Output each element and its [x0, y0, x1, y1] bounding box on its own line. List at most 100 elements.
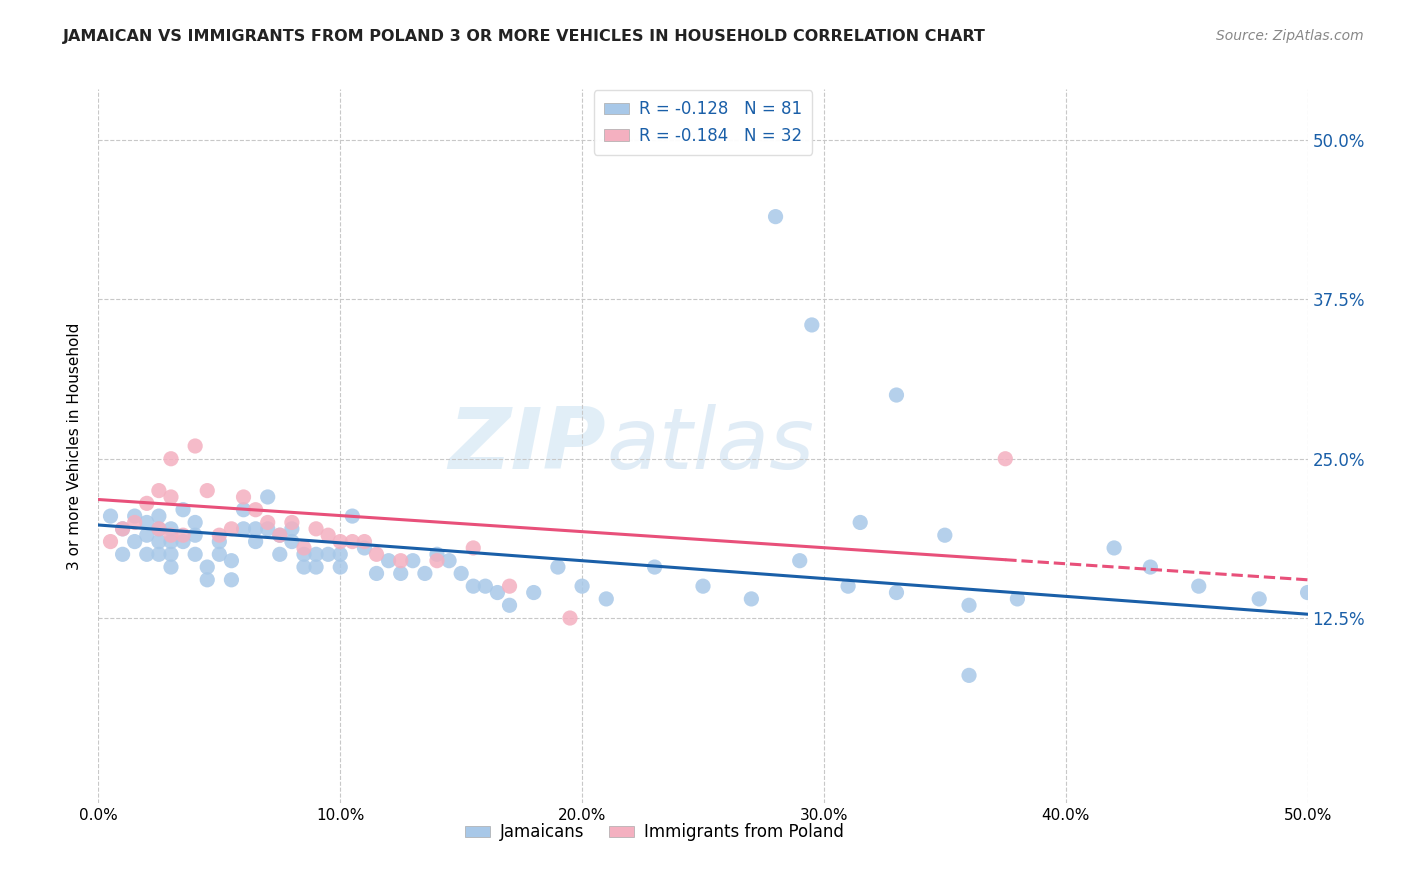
Point — [474, 579, 496, 593]
Point — [316, 547, 339, 561]
Point — [124, 516, 146, 530]
Point — [148, 509, 170, 524]
Point — [994, 451, 1017, 466]
Y-axis label: 3 or more Vehicles in Household: 3 or more Vehicles in Household — [67, 322, 83, 570]
Point — [1249, 591, 1271, 606]
Point — [740, 591, 762, 606]
Point — [269, 528, 291, 542]
Point — [221, 573, 243, 587]
Point — [486, 585, 509, 599]
Point — [100, 534, 122, 549]
Point — [111, 547, 134, 561]
Point — [160, 528, 183, 542]
Point — [558, 611, 581, 625]
Point — [413, 566, 436, 581]
Point — [195, 560, 218, 574]
Point — [389, 566, 412, 581]
Point — [498, 579, 520, 593]
Point — [437, 554, 460, 568]
Point — [547, 560, 569, 574]
Point — [1188, 579, 1211, 593]
Point — [595, 591, 617, 606]
Point — [111, 522, 134, 536]
Point — [135, 547, 157, 561]
Point — [426, 554, 449, 568]
Point — [221, 522, 243, 536]
Point — [195, 483, 218, 498]
Point — [849, 516, 872, 530]
Point — [124, 509, 146, 524]
Text: atlas: atlas — [606, 404, 814, 488]
Point — [245, 522, 267, 536]
Point — [329, 560, 352, 574]
Legend: Jamaicans, Immigrants from Poland: Jamaicans, Immigrants from Poland — [458, 817, 851, 848]
Point — [160, 534, 183, 549]
Point — [148, 483, 170, 498]
Point — [1139, 560, 1161, 574]
Point — [402, 554, 425, 568]
Point — [934, 528, 956, 542]
Point — [256, 522, 278, 536]
Text: Source: ZipAtlas.com: Source: ZipAtlas.com — [1216, 29, 1364, 43]
Point — [184, 439, 207, 453]
Point — [281, 522, 304, 536]
Point — [329, 534, 352, 549]
Point — [305, 522, 328, 536]
Point — [269, 528, 291, 542]
Point — [1296, 585, 1319, 599]
Point — [463, 541, 485, 555]
Point — [124, 534, 146, 549]
Point — [800, 318, 823, 332]
Point — [172, 534, 194, 549]
Point — [172, 502, 194, 516]
Point — [366, 547, 388, 561]
Point — [377, 554, 399, 568]
Point — [765, 210, 787, 224]
Point — [135, 528, 157, 542]
Point — [837, 579, 859, 593]
Point — [523, 585, 546, 599]
Point — [342, 509, 364, 524]
Point — [450, 566, 472, 581]
Point — [148, 534, 170, 549]
Point — [957, 599, 980, 613]
Point — [232, 522, 254, 536]
Point — [305, 560, 328, 574]
Point — [256, 516, 278, 530]
Point — [353, 541, 375, 555]
Point — [281, 516, 304, 530]
Point — [245, 534, 267, 549]
Point — [208, 547, 231, 561]
Point — [886, 388, 908, 402]
Point — [366, 566, 388, 581]
Point — [245, 502, 267, 516]
Point — [160, 560, 183, 574]
Point — [329, 547, 352, 561]
Point — [195, 573, 218, 587]
Point — [463, 579, 485, 593]
Point — [148, 547, 170, 561]
Point — [232, 502, 254, 516]
Point — [184, 547, 207, 561]
Point — [886, 585, 908, 599]
Point — [232, 490, 254, 504]
Point — [644, 560, 666, 574]
Point — [1007, 591, 1029, 606]
Point — [957, 668, 980, 682]
Point — [389, 554, 412, 568]
Point — [208, 528, 231, 542]
Point — [135, 496, 157, 510]
Text: ZIP: ZIP — [449, 404, 606, 488]
Point — [292, 541, 315, 555]
Point — [342, 534, 364, 549]
Point — [160, 451, 183, 466]
Point — [292, 547, 315, 561]
Point — [221, 554, 243, 568]
Point — [269, 547, 291, 561]
Point — [208, 534, 231, 549]
Point — [256, 490, 278, 504]
Point — [426, 547, 449, 561]
Point — [111, 522, 134, 536]
Point — [172, 528, 194, 542]
Point — [160, 547, 183, 561]
